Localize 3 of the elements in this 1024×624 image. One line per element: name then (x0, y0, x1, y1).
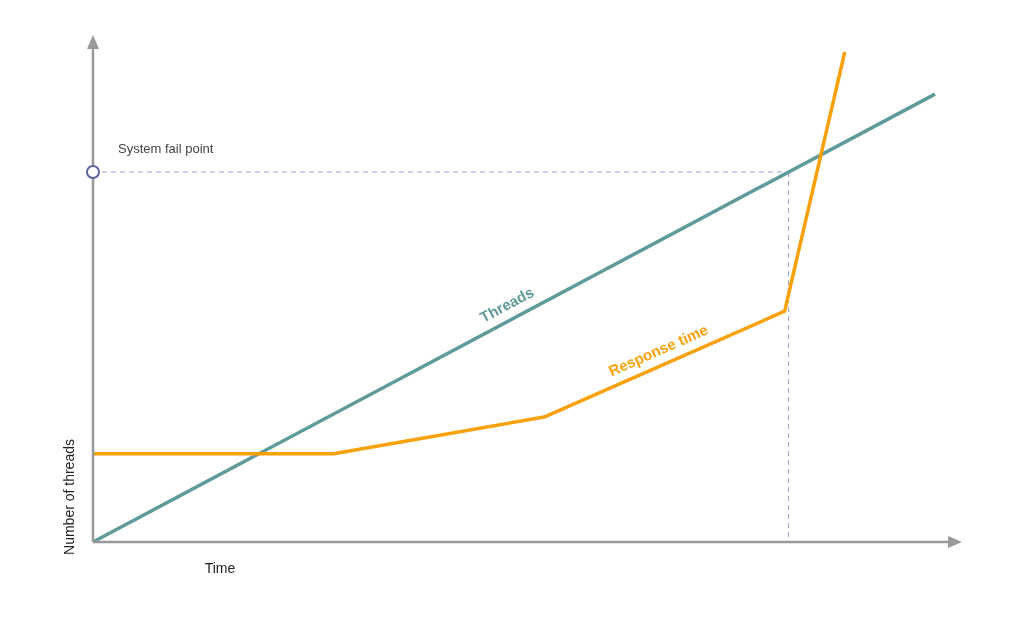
x-axis-title: Time (204, 560, 236, 576)
ref-line-label: System fail point (118, 141, 214, 157)
y-axis-title: Number of threads (61, 439, 77, 555)
